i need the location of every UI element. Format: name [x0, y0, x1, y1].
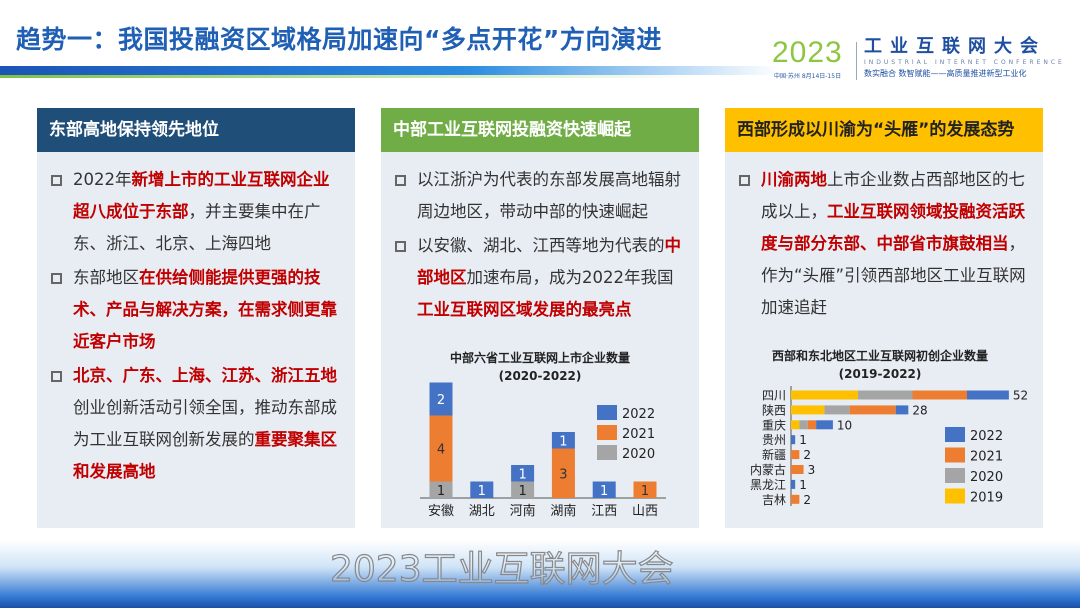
bullet-item: 北京、广东、上海、江苏、浙江五地创业创新活动引领全国，推动东部成为工业互联网创新…: [49, 360, 345, 488]
conference-logo: 2023 中国·苏州 8月14日-15日 工业互联网大会 INDUSTRIAL …: [772, 38, 1072, 86]
square-bullet-icon: [51, 175, 62, 186]
bullet-item: 2022年新增上市的工业互联网企业超八成位于东部，并主要集中在广东、浙江、北京、…: [49, 164, 345, 260]
square-bullet-icon: [739, 175, 750, 186]
square-bullet-icon: [51, 273, 62, 284]
highlight-text: 中部地区: [417, 236, 681, 287]
title-underline-accent: [0, 75, 700, 78]
body-text: 以安徽、湖北、江西等地为代表的: [417, 236, 665, 255]
panel-central: 中部工业互联网投融资快速崛起以江浙沪为代表的东部发展高地辐射周边地区，带动中部的…: [381, 108, 699, 528]
slide-title: 趋势一：我国投融资区域格局加速向“多点开花”方向演进: [16, 25, 662, 54]
body-text: ，作为“头雁”引领西部地区工业互联网加速追赶: [761, 234, 1026, 317]
body-text: ，并主要集中在广东、浙江、北京、上海四地: [73, 202, 321, 253]
bullet-item: 东部地区在供给侧能提供更强的技术、产品与解决方案，在需求侧更靠近客户市场: [49, 262, 345, 358]
logo-city-date: 中国·苏州 8月14日-15日: [774, 73, 842, 80]
bullet-item: 以江浙沪为代表的东部发展高地辐射周边地区，带动中部的快速崛起: [393, 164, 689, 228]
panel-west: 西部形成以川渝为“头雁”的发展态势川渝两地上市企业数占西部地区的七成以上，工业互…: [725, 108, 1043, 528]
highlight-text: 工业互联网领域投融资活跃度与部分东部、中部省市旗鼓相当: [761, 202, 1025, 253]
body-text: 东部地区: [73, 268, 139, 287]
footer-skyline-decoration: [0, 540, 1080, 608]
bullet-item: 川渝两地上市企业数占西部地区的七成以上，工业互联网领域投融资活跃度与部分东部、中…: [737, 164, 1033, 324]
logo-year: 2023: [772, 36, 843, 69]
body-text: 以江浙沪为代表的东部发展高地辐射周边地区，带动中部的快速崛起: [417, 170, 681, 221]
panel-header: 东部高地保持领先地位: [37, 108, 355, 152]
body-text: 加速布局，成为2022年我国: [466, 268, 674, 287]
highlight-text: 新增上市的工业互联网企业超八成位于东部: [73, 170, 330, 221]
highlight-text: 工业互联网区域发展的最亮点: [417, 300, 632, 319]
panel-header: 西部形成以川渝为“头雁”的发展态势: [725, 108, 1043, 152]
square-bullet-icon: [51, 371, 62, 382]
highlight-text: 重要聚集区和发展高地: [73, 430, 337, 481]
logo-slogan: 数实融合 数智赋能——高质量推进新型工业化: [864, 69, 1027, 78]
square-bullet-icon: [395, 241, 406, 252]
bullet-item: 以安徽、湖北、江西等地为代表的中部地区加速布局，成为2022年我国工业互联网区域…: [393, 230, 689, 326]
body-text: 上市企业数占西部地区的七成以上，: [761, 170, 1025, 221]
panel-east: 东部高地保持领先地位 2022年新增上市的工业互联网企业超八成位于东部，并主要集中…: [37, 108, 355, 528]
highlight-text: 北京、广东、上海、江苏、浙江五地: [73, 366, 337, 385]
body-text: 2022年: [73, 170, 132, 189]
title-underline-bar: [0, 66, 780, 75]
logo-divider: [856, 42, 857, 80]
body-text: 创业创新活动引领全国，推动东部成为工业互联网创新发展的: [73, 398, 337, 449]
logo-english: INDUSTRIAL INTERNET CONFERENCE: [864, 59, 1065, 66]
logo-name: 工业互联网大会: [864, 36, 1046, 57]
square-bullet-icon: [395, 175, 406, 186]
panel-header: 中部工业互联网投融资快速崛起: [381, 108, 699, 152]
highlight-text: 在供给侧能提供更强的技术、产品与解决方案，在需求侧更靠近客户市场: [73, 268, 337, 351]
highlight-text: 川渝两地: [761, 170, 827, 189]
